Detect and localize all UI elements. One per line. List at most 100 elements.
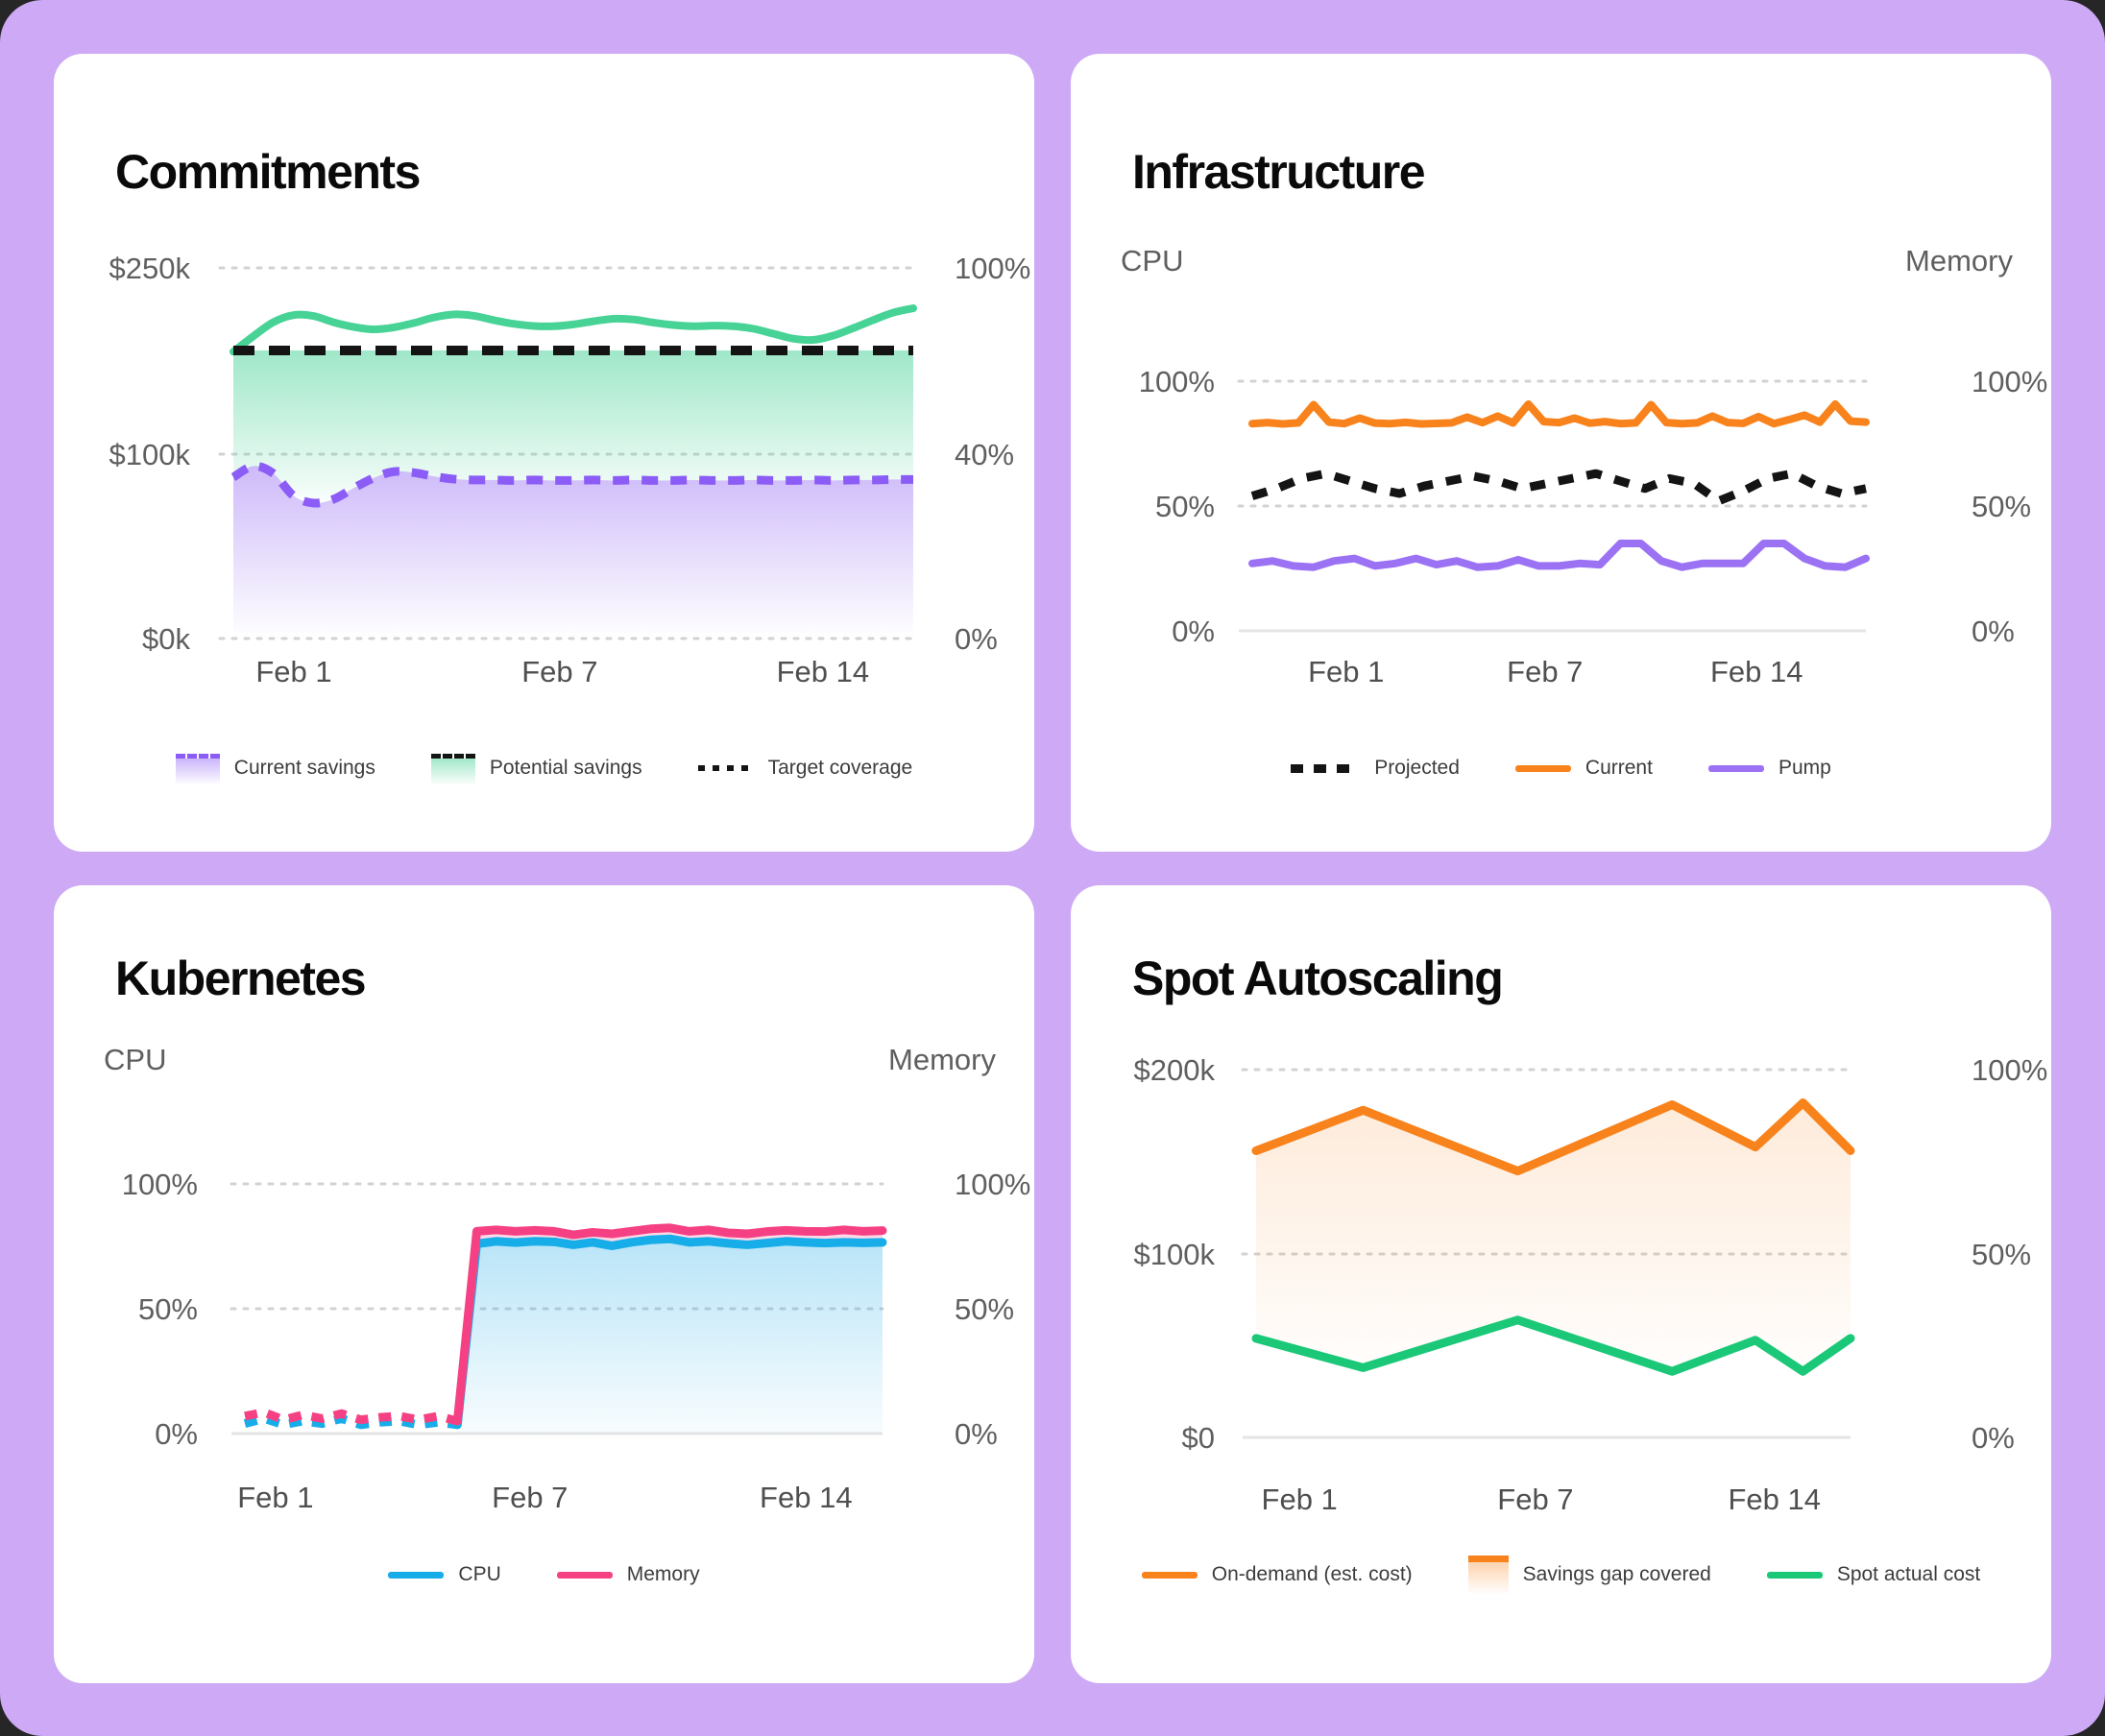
series-line-current [1248, 399, 1870, 428]
projected-swatch-icon [1291, 763, 1361, 773]
legend-item-memory: Memory [556, 1563, 700, 1586]
y-tick-right: 100% [1972, 1053, 2047, 1087]
x-tick: Feb 1 [1308, 655, 1384, 688]
y-tick-right: 100% [955, 252, 1030, 285]
legend-label: Pump [1778, 757, 1831, 779]
savings-gap-swatch-icon [1467, 1555, 1509, 1595]
potential-savings-swatch-icon [430, 753, 475, 784]
series-line-pump [1248, 540, 1870, 571]
x-tick: Feb 7 [1507, 655, 1583, 688]
spot-autoscaling-title: Spot Autoscaling [1132, 952, 1504, 1005]
y-tick-left: 50% [1155, 490, 1215, 523]
legend-item-cpu: CPU [388, 1563, 501, 1586]
x-tick: Feb 14 [760, 1481, 853, 1514]
current-swatch-icon [1514, 764, 1571, 772]
y-tick-right: 50% [955, 1292, 1014, 1326]
spot-autoscaling-card: Spot Autoscaling $200k 100% $100k 50% $0 0% Fe… [1071, 885, 2051, 1683]
area-fill [233, 350, 913, 503]
legend-label: Savings gap covered [1522, 1563, 1711, 1585]
infrastructure-legend: Projected Current Pump [1071, 747, 2051, 789]
legend-item-on-demand: On-demand (est. cost) [1141, 1563, 1413, 1586]
legend-label: Current [1585, 757, 1653, 779]
commitments-card: Commitments $250k 100% $100k 40% $0k 0% Feb 1 F… [54, 54, 1034, 852]
legend-item-current-savings: Current savings [175, 753, 375, 784]
legend-label: Potential savings [489, 757, 642, 779]
y-tick-left: 100% [122, 1168, 198, 1201]
y-tick-left: $0k [142, 622, 190, 656]
y-tick-left: 0% [1172, 615, 1215, 648]
y-tick-right: 100% [1972, 365, 2047, 398]
legend-label: On-demand (est. cost) [1211, 1563, 1413, 1585]
commitments-chart: $250k 100% $100k 40% $0k 0% Feb 1 Feb 7 Feb 14 [109, 252, 1031, 688]
legend-item-projected: Projected [1291, 757, 1460, 780]
series-line-current-savings [230, 461, 914, 508]
y-tick-right: 50% [1972, 490, 2031, 523]
y-tick-left: 0% [155, 1417, 198, 1451]
legend-item-spot-actual: Spot actual cost [1766, 1563, 1981, 1586]
x-tick: Feb 7 [492, 1481, 568, 1514]
memory-swatch-icon [556, 1571, 613, 1579]
spot-autoscaling-chart: $200k 100% $100k 50% $0 0% Feb 1 Feb 7 Feb 14 [1134, 1053, 2048, 1516]
area-fill [233, 466, 913, 639]
y-tick-left: 100% [1139, 365, 1215, 398]
x-tick: Feb 7 [1497, 1483, 1573, 1516]
legend-item-pump: Pump [1707, 757, 1831, 780]
legend-label: Spot actual cost [1836, 1563, 1981, 1585]
commitments-title: Commitments [115, 145, 421, 199]
spot-autoscaling-legend: On-demand (est. cost) Savings gap covere… [1071, 1554, 2051, 1596]
cpu-axis-label: CPU [1121, 244, 1184, 277]
pump-swatch-icon [1707, 764, 1764, 772]
y-tick-left: $100k [109, 438, 191, 471]
y-tick-left: $200k [1134, 1053, 1216, 1087]
series-line-on-demand-est-cost [1251, 1098, 1855, 1176]
legend-item-target-coverage: Target coverage [697, 757, 913, 780]
commitments-legend: Current savings Potential savings Target… [54, 747, 1034, 789]
cpu-swatch-icon [388, 1571, 445, 1579]
legend-label: Memory [626, 1563, 700, 1585]
y-tick-left: $250k [109, 252, 191, 285]
x-tick: Feb 1 [237, 1481, 313, 1514]
series-line-cpu [452, 1234, 887, 1430]
y-tick-right: 50% [1972, 1238, 2031, 1271]
infrastructure-card: Infrastructure CPU Memory 100% 100% 50% 50%… [1071, 54, 2051, 852]
y-tick-right: 0% [955, 622, 998, 656]
on-demand-swatch-icon [1141, 1571, 1198, 1579]
series-line-memory [244, 1408, 459, 1426]
y-tick-left: $100k [1134, 1238, 1216, 1271]
infrastructure-title: Infrastructure [1132, 145, 1426, 199]
area-fill [1256, 1102, 1851, 1372]
y-tick-right: 100% [955, 1168, 1030, 1201]
cpu-axis-label: CPU [104, 1043, 167, 1076]
spot-actual-swatch-icon [1766, 1571, 1823, 1579]
kubernetes-card: Kubernetes CPU Memory 100% 100% 50% 50% 0% 0%… [54, 885, 1034, 1683]
x-tick: Feb 14 [777, 655, 870, 688]
y-tick-right: 0% [1972, 615, 2015, 648]
y-tick-right: 40% [955, 438, 1014, 471]
memory-axis-label: Memory [1905, 244, 2013, 277]
legend-item-potential-savings: Potential savings [430, 753, 642, 784]
kubernetes-legend: CPU Memory [54, 1554, 1034, 1596]
kubernetes-chart: 100% 100% 50% 50% 0% 0% Feb 1 Feb 7 Feb 14 [122, 1168, 1031, 1514]
x-tick: Feb 1 [255, 655, 331, 688]
legend-label: CPU [458, 1563, 501, 1585]
x-tick: Feb 7 [521, 655, 597, 688]
x-tick: Feb 14 [1729, 1483, 1822, 1516]
series-line-memory [452, 1223, 887, 1426]
legend-item-current: Current [1514, 757, 1653, 780]
legend-label: Projected [1374, 757, 1460, 779]
legend-item-savings-gap: Savings gap covered [1467, 1555, 1711, 1595]
current-savings-swatch-icon [175, 753, 220, 784]
legend-label: Current savings [233, 757, 375, 779]
infrastructure-chart: 100% 100% 50% 50% 0% 0% Feb 1 Feb 7 Feb 14 [1139, 365, 2048, 688]
area-fill [457, 1239, 883, 1434]
series-line-spot-actual-cost [1251, 1315, 1855, 1376]
x-tick: Feb 14 [1710, 655, 1803, 688]
target-coverage-swatch-icon [697, 765, 754, 771]
y-tick-right: 0% [1972, 1421, 2015, 1455]
y-tick-right: 0% [955, 1417, 998, 1451]
legend-label: Target coverage [767, 757, 913, 779]
y-tick-left: $0 [1182, 1421, 1215, 1455]
kubernetes-title: Kubernetes [115, 952, 367, 1005]
x-tick: Feb 1 [1262, 1483, 1338, 1516]
